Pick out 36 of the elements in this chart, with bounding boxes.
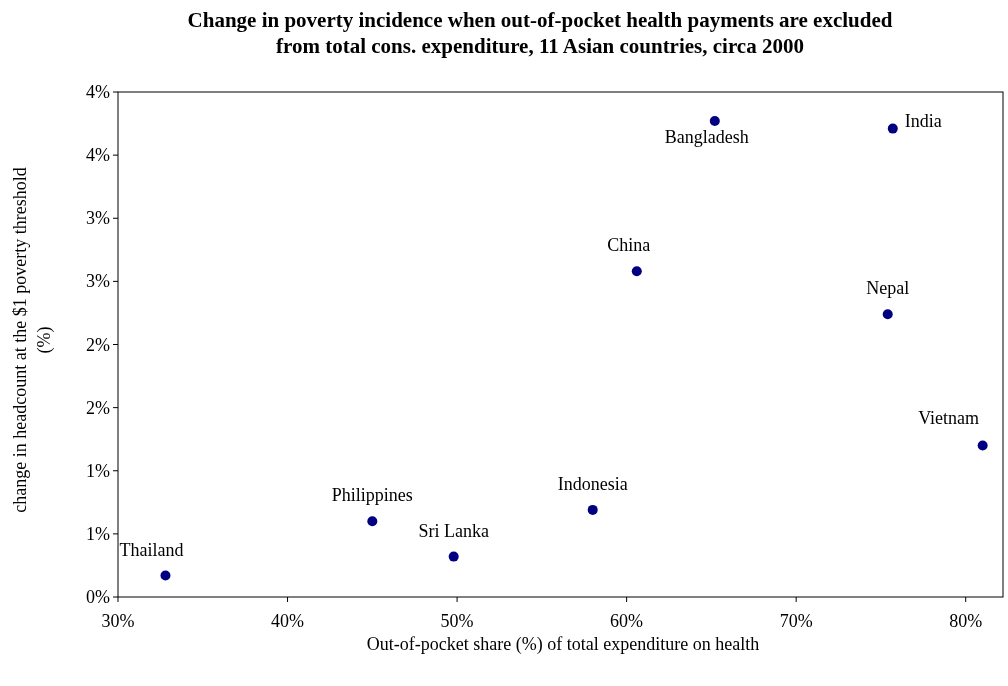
point bbox=[587, 504, 598, 515]
chart-title: Change in poverty incidence when out-of-pocket health payments are excluded from total cons. expenditure, 11 Asian countries, circa 2000 bbox=[187, 8, 893, 58]
annotation: Philippines bbox=[331, 485, 413, 506]
x-tick-label: 40% bbox=[271, 611, 305, 631]
y-tick-label: 4% bbox=[86, 145, 110, 166]
point bbox=[977, 440, 988, 451]
annotation: Sri Lanka bbox=[418, 520, 489, 541]
annotation: Vietnam bbox=[918, 407, 980, 428]
x-tick-label: 70% bbox=[779, 611, 813, 631]
point bbox=[160, 570, 171, 581]
y-tick-label: 4% bbox=[86, 82, 110, 102]
annotation: Bangladesh bbox=[664, 127, 749, 148]
y-axis-title: change in headcount at the $1 poverty threshold (%) bbox=[10, 167, 55, 513]
point bbox=[631, 266, 642, 277]
annotation: Nepal bbox=[866, 278, 910, 299]
point bbox=[887, 123, 898, 134]
x-axis-title: Out-of-pocket share (%) of total expenditure on health bbox=[366, 634, 760, 655]
x-tick-label: 50% bbox=[440, 611, 474, 631]
y-tick-label: 2% bbox=[86, 397, 110, 418]
point bbox=[882, 309, 893, 320]
annotation: Thailand bbox=[119, 539, 184, 560]
x-tick-label: 60% bbox=[610, 611, 644, 631]
y-tick-label: 1% bbox=[86, 523, 110, 544]
annotation: China bbox=[607, 235, 651, 256]
point bbox=[367, 516, 378, 527]
x-tick-label: 30% bbox=[101, 611, 135, 631]
annotation: Indonesia bbox=[557, 473, 628, 494]
y-tick-label: 3% bbox=[86, 208, 110, 229]
y-tick-label: 0% bbox=[86, 587, 110, 607]
y-tick-label: 1% bbox=[86, 460, 110, 481]
y-tick-label: 3% bbox=[86, 271, 110, 292]
point bbox=[448, 551, 459, 562]
y-tick-label: 2% bbox=[86, 334, 110, 355]
point bbox=[709, 116, 720, 127]
annotation: India bbox=[904, 110, 942, 131]
x-tick-label: 80% bbox=[949, 611, 983, 631]
